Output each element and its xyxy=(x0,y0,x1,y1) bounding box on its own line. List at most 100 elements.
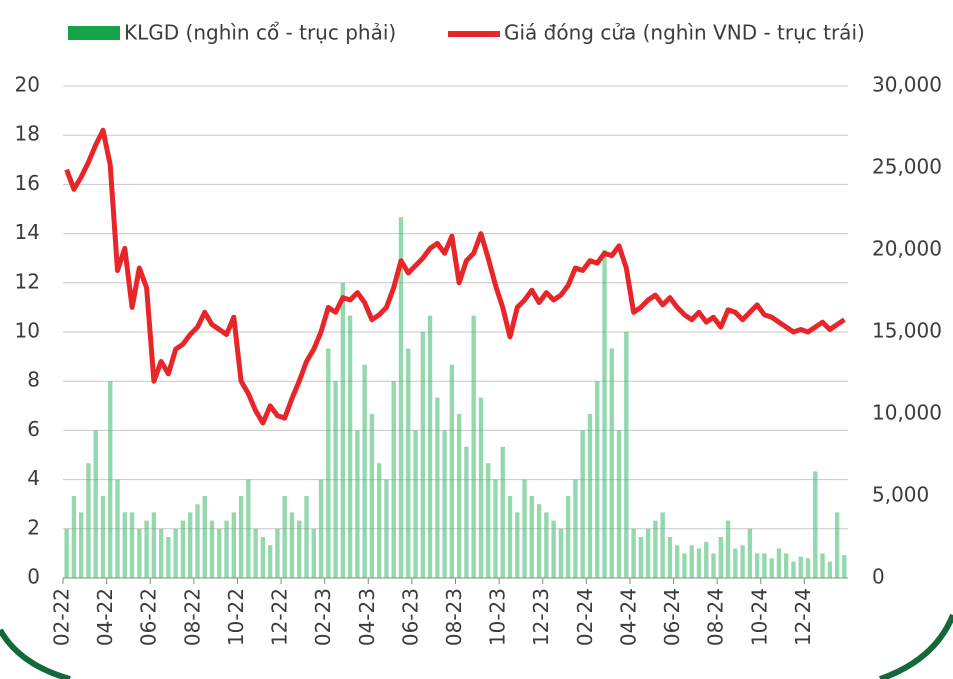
bar xyxy=(522,479,527,578)
bar xyxy=(217,528,222,578)
bar xyxy=(311,528,316,578)
bar xyxy=(260,537,266,578)
bar xyxy=(151,512,157,578)
bar xyxy=(529,496,534,578)
bar xyxy=(64,528,69,578)
x-tick-label: 02-22 xyxy=(50,588,74,646)
bar xyxy=(805,558,811,578)
bar xyxy=(544,512,549,578)
x-tick-label: 08-24 xyxy=(704,588,728,646)
bar xyxy=(675,545,680,578)
bar xyxy=(478,397,484,578)
bar xyxy=(202,496,207,578)
bar xyxy=(725,520,731,578)
bar xyxy=(304,496,309,578)
bar xyxy=(406,348,411,578)
bar xyxy=(645,528,651,578)
x-tick-label: 10-24 xyxy=(747,588,771,646)
bar xyxy=(246,479,251,578)
bar xyxy=(667,537,673,578)
bar xyxy=(71,496,77,578)
bar xyxy=(784,553,789,578)
x-tick-label: 02-23 xyxy=(311,588,335,646)
bar xyxy=(464,446,469,578)
y2-tick-label: 10,000 xyxy=(872,401,942,425)
bar xyxy=(158,528,164,578)
bar xyxy=(776,548,782,578)
bar xyxy=(297,520,302,578)
bar xyxy=(333,381,338,578)
bar xyxy=(253,528,258,578)
decor-arc xyxy=(0,628,71,679)
y2-tick-label: 20,000 xyxy=(872,237,942,261)
y-tick-label: 12 xyxy=(15,269,40,293)
bar xyxy=(173,528,178,578)
bar xyxy=(129,512,135,578)
bar xyxy=(733,548,738,578)
bar xyxy=(78,512,84,578)
bar xyxy=(231,512,236,578)
bar xyxy=(180,520,186,578)
bar xyxy=(486,463,491,578)
bar xyxy=(740,545,745,578)
x-tick-label: 12-22 xyxy=(268,588,292,646)
bar xyxy=(267,545,273,578)
bar xyxy=(580,430,585,578)
bar xyxy=(798,556,803,578)
x-tick-label: 04-22 xyxy=(93,588,117,646)
bar xyxy=(188,512,193,578)
x-tick-label: 12-23 xyxy=(529,588,553,646)
bar xyxy=(507,496,513,578)
bar xyxy=(391,381,396,578)
bar xyxy=(820,553,825,578)
bar xyxy=(456,414,462,578)
bar xyxy=(377,463,382,578)
y2-tick-label: 15,000 xyxy=(872,319,942,343)
bar xyxy=(493,479,498,578)
bar xyxy=(616,430,622,578)
bar xyxy=(355,430,360,578)
bar xyxy=(137,528,142,578)
bar xyxy=(449,364,455,578)
bar xyxy=(413,430,418,578)
bar xyxy=(362,364,367,578)
bar xyxy=(711,553,716,578)
bar xyxy=(195,504,200,578)
bar xyxy=(347,315,353,578)
bar xyxy=(631,528,636,578)
y2-tick-label: 30,000 xyxy=(872,73,942,97)
x-tick-label: 06-24 xyxy=(660,588,684,646)
bar xyxy=(86,463,91,578)
bar xyxy=(609,348,614,578)
y-tick-label: 0 xyxy=(27,565,40,589)
bar xyxy=(682,553,687,578)
x-tick-label: 06-22 xyxy=(137,588,161,646)
bar xyxy=(624,332,629,578)
bar xyxy=(653,520,658,578)
bar xyxy=(384,479,389,578)
x-tick-label: 06-23 xyxy=(398,588,422,646)
y-tick-label: 14 xyxy=(15,220,40,244)
bar xyxy=(108,381,113,578)
bar xyxy=(754,553,760,578)
y2-tick-label: 5,000 xyxy=(872,483,929,507)
bar xyxy=(238,496,244,578)
bar xyxy=(500,446,505,578)
x-tick-label: 08-23 xyxy=(442,588,466,646)
bar xyxy=(289,512,295,578)
bar xyxy=(115,479,120,578)
bar xyxy=(762,553,767,578)
legend-swatch xyxy=(68,26,120,40)
bar xyxy=(747,528,753,578)
bar xyxy=(638,537,644,578)
y-tick-label: 6 xyxy=(27,417,40,441)
bar xyxy=(427,315,433,578)
bar xyxy=(93,430,98,578)
x-tick-label: 08-22 xyxy=(180,588,204,646)
bar xyxy=(602,250,607,578)
y-tick-label: 16 xyxy=(15,171,40,195)
x-tick-label: 02-24 xyxy=(573,588,597,646)
bar xyxy=(398,217,404,578)
bar xyxy=(435,397,440,578)
